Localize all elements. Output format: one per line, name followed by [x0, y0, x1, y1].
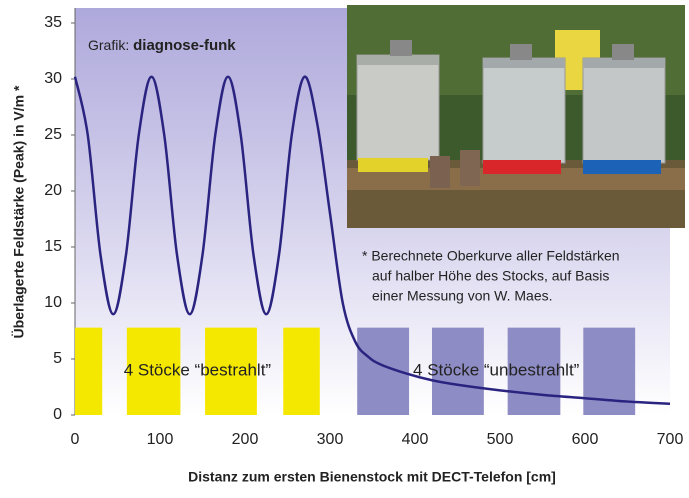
- y-tick-label: 25: [44, 126, 62, 143]
- x-tick-label: 200: [232, 431, 259, 448]
- credit: Grafik: diagnose-funk: [88, 37, 236, 54]
- y-tick-label: 0: [53, 406, 62, 423]
- y-tick-label: 15: [44, 238, 62, 255]
- x-tick-label: 500: [487, 431, 514, 448]
- y-tick-label: 10: [44, 294, 62, 311]
- y-tick-label: 35: [44, 14, 62, 31]
- footnote-line: einer Messung von W. Maes.: [372, 288, 553, 304]
- x-tick-label: 700: [657, 431, 684, 448]
- x-tick-label: 300: [317, 431, 344, 448]
- hive-box: [507, 327, 561, 415]
- hive-box: [126, 327, 181, 415]
- x-tick-label: 400: [402, 431, 429, 448]
- x-tick-label: 0: [71, 431, 80, 448]
- y-tick-label: 20: [44, 182, 62, 199]
- x-axis-title: Distanz zum ersten Bienenstock mit DECT-…: [188, 469, 556, 485]
- hive-box: [432, 327, 484, 415]
- credit-name: diagnose-funk: [133, 37, 236, 54]
- credit-prefix: Grafik:: [88, 37, 129, 53]
- y-tick-label: 30: [44, 70, 62, 87]
- group-label: 4 Stöcke “bestrahlt”: [124, 360, 272, 379]
- hive-box: [205, 327, 257, 415]
- footnote-line: auf halber Höhe des Stocks, auf Basis: [372, 268, 609, 284]
- group-label: 4 Stöcke “unbestrahlt”: [413, 360, 580, 379]
- hive-box: [283, 327, 320, 415]
- line: [73, 75, 671, 406]
- hive-box: [75, 327, 103, 415]
- footnote-line: * Berechnete Oberkurve aller Feldstärken: [362, 248, 620, 264]
- x-tick-label: 100: [147, 431, 174, 448]
- y-tick-label: 5: [53, 350, 62, 367]
- x-tick-label: 600: [572, 431, 599, 448]
- y-axis-title: Überlagerte Feldstärke (Peak) in V/m *: [11, 85, 27, 338]
- photo: [347, 5, 685, 228]
